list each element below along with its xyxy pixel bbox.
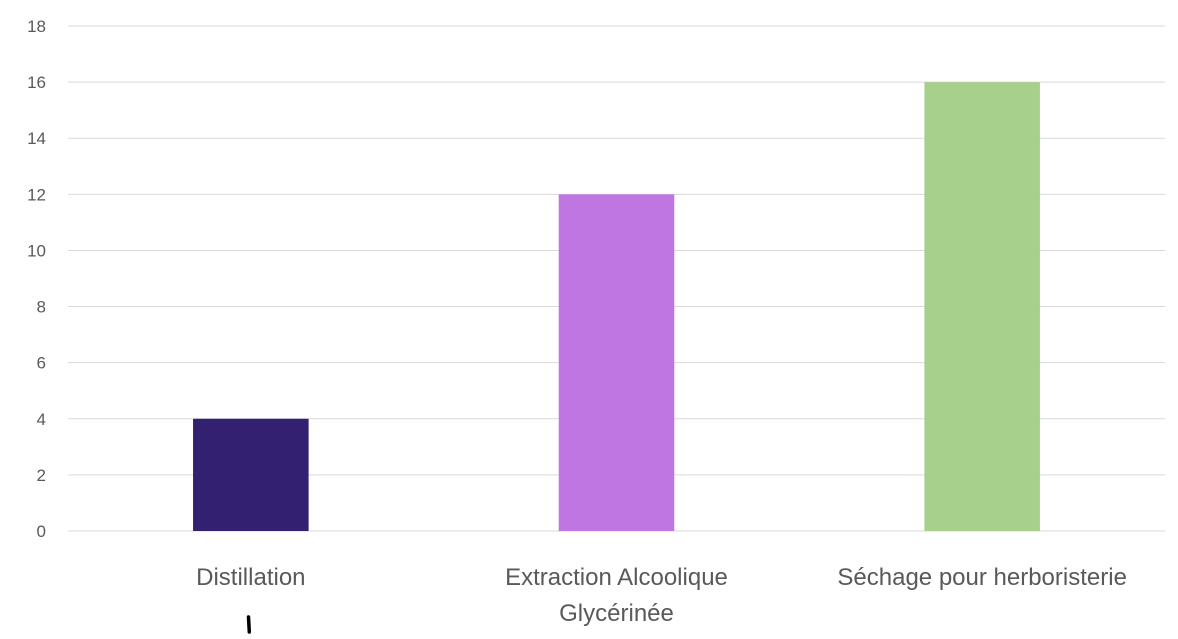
y-tick-label: 10 bbox=[27, 241, 46, 260]
pen-mark bbox=[246, 615, 252, 634]
y-tick-label: 18 bbox=[27, 17, 46, 36]
x-tick-label: Distillation bbox=[196, 564, 305, 591]
x-axis-ticks: Distillation Extraction Alcoolique Glycéri… bbox=[196, 564, 1127, 627]
x-tick-label: Séchage pour herboristerie bbox=[837, 564, 1127, 591]
y-tick-label: 12 bbox=[27, 185, 46, 204]
bar bbox=[924, 82, 1040, 531]
y-tick-label: 4 bbox=[37, 410, 46, 429]
y-tick-label: 6 bbox=[37, 354, 46, 373]
bar bbox=[193, 418, 309, 531]
y-tick-label: 8 bbox=[37, 298, 46, 317]
bars bbox=[193, 82, 1040, 532]
x-tick-label: Glycérinée bbox=[559, 600, 674, 627]
bar bbox=[558, 194, 675, 532]
y-axis-ticks: 0 2 4 6 8 10 12 14 16 18 bbox=[27, 17, 46, 541]
y-tick-label: 0 bbox=[37, 522, 46, 541]
y-tick-label: 14 bbox=[27, 129, 46, 148]
y-tick-label: 2 bbox=[37, 466, 46, 485]
x-tick-label: Extraction Alcoolique bbox=[505, 564, 728, 591]
y-tick-label: 16 bbox=[27, 73, 46, 92]
